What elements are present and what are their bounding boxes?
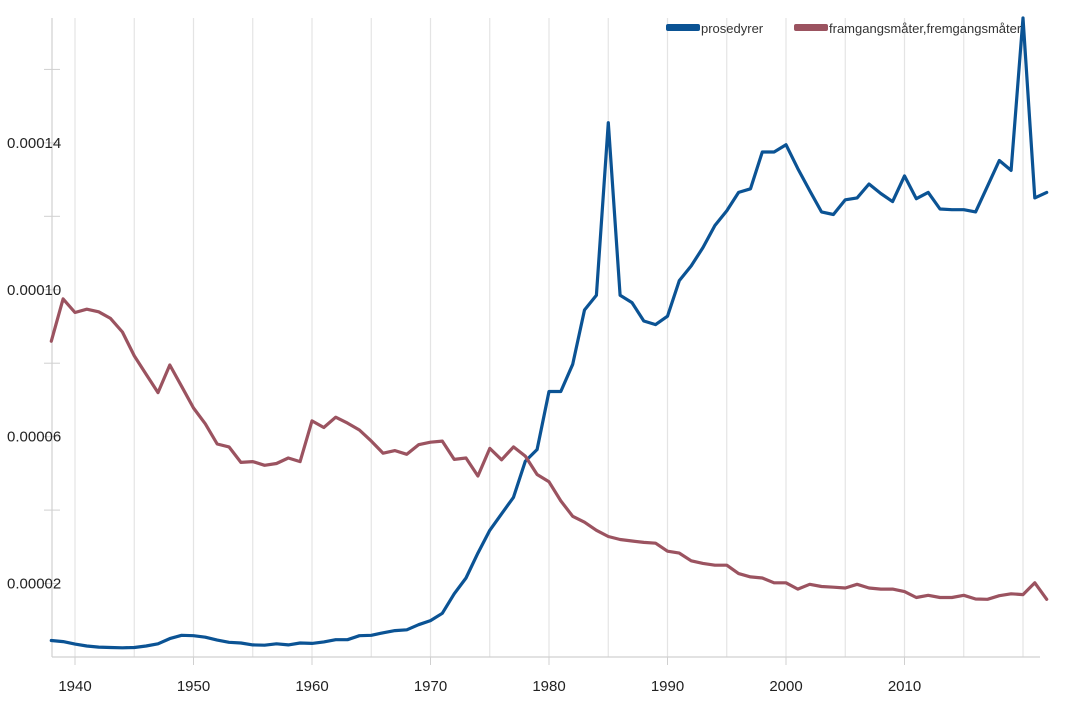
legend: prosedyrer framgangsmåter,fremgangsmåter: [666, 21, 1022, 36]
x-tick-label: 1980: [532, 678, 565, 695]
x-tick-label: 1950: [177, 678, 210, 695]
y-tick-label: 0.00010: [7, 282, 61, 299]
x-tick-label: 1970: [414, 678, 447, 695]
y-tick-label: 0.00002: [7, 576, 61, 593]
x-tick-label: 2010: [888, 678, 921, 695]
x-tick-label: 1940: [58, 678, 91, 695]
series-lines: [49, 16, 1049, 650]
x-tick-label: 2000: [769, 678, 802, 695]
series-line-prosedyrer: [49, 16, 1049, 650]
x-axis-ticks: 1940 1950 1960 1970 1980 1990 2000 2010: [58, 657, 921, 695]
legend-swatch: [666, 24, 700, 31]
grid-lines: [74, 18, 1024, 657]
y-tick-label: 0.00014: [7, 135, 61, 152]
legend-label: framgangsmåter,fremgangsmåter: [829, 21, 1022, 36]
y-tick-label: 0.00006: [7, 429, 61, 446]
x-tick-label: 1960: [295, 678, 328, 695]
x-tick-label: 1990: [651, 678, 684, 695]
legend-swatch: [794, 24, 828, 31]
axes: [51, 18, 1040, 658]
y-axis-ticks: 0.00002 0.00006 0.00010 0.00014: [7, 68, 61, 593]
series-line-framgangsmater: [49, 297, 1049, 601]
legend-label: prosedyrer: [701, 21, 764, 36]
